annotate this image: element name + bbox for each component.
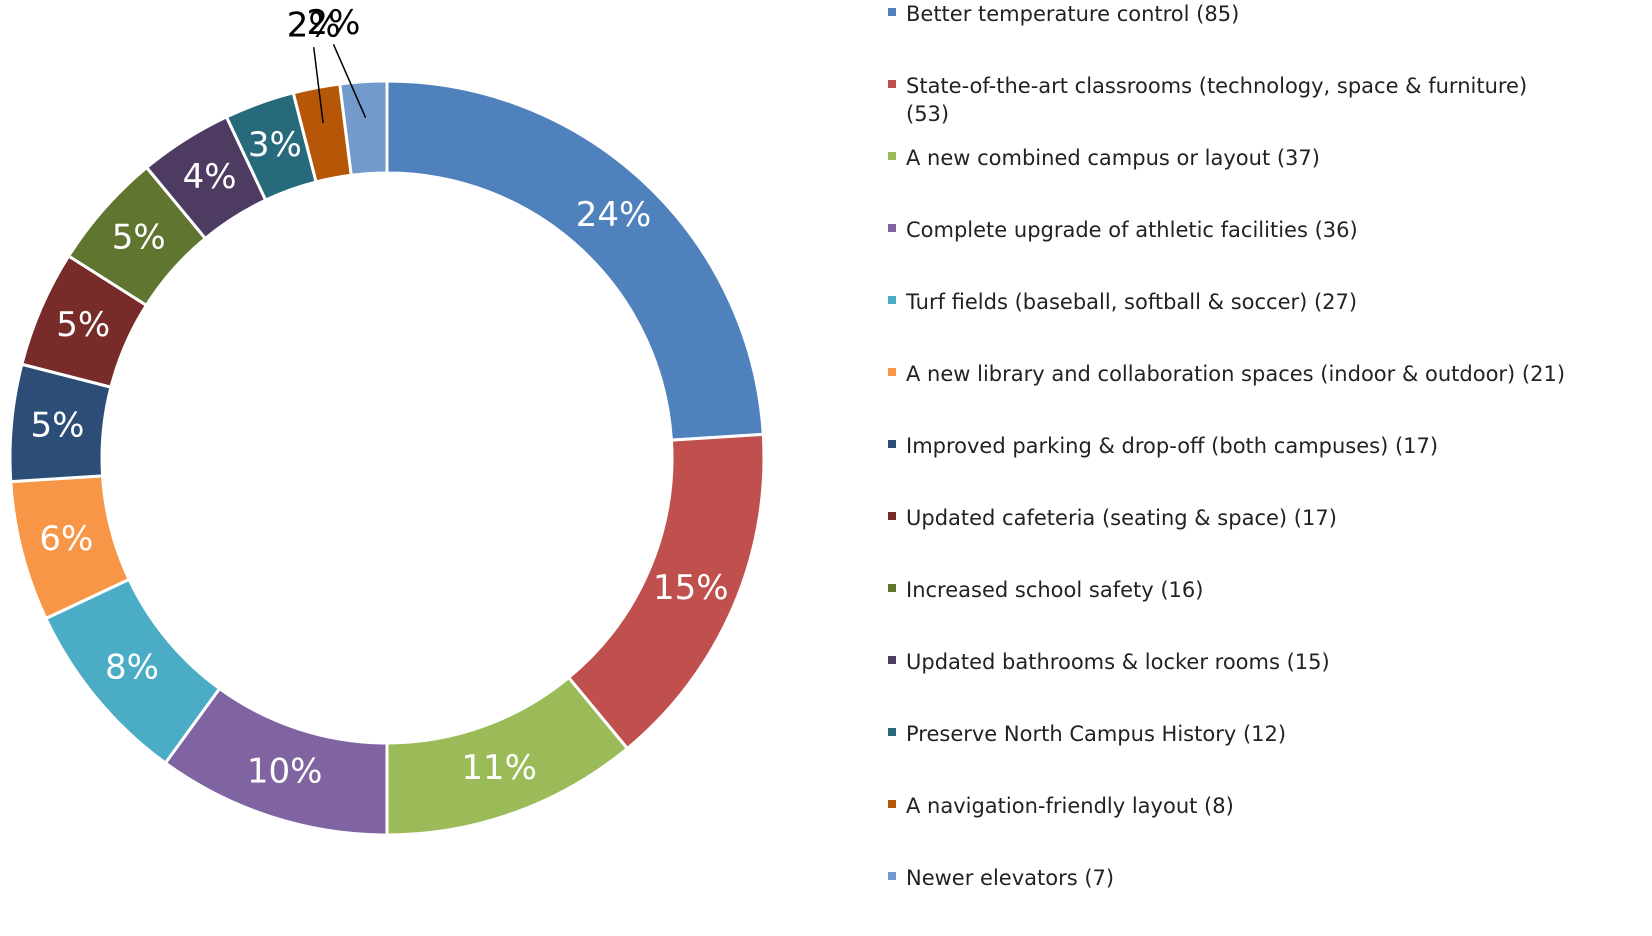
- legend: Better temperature control (85) State-of-…: [888, 0, 1568, 936]
- legend-item: Turf fields (baseball, softball & soccer…: [888, 288, 1568, 360]
- legend-label: State-of-the-art classrooms (technology,…: [906, 74, 1528, 126]
- legend-swatch: [888, 872, 896, 880]
- legend-label: A navigation-friendly layout (8): [906, 794, 1234, 818]
- legend-item: Improved parking & drop-off (both campus…: [888, 432, 1568, 504]
- slice-label: 24%: [576, 195, 652, 235]
- legend-label: Updated bathrooms & locker rooms (15): [906, 650, 1330, 674]
- legend-label: Newer elevators (7): [906, 866, 1115, 890]
- legend-swatch: [888, 152, 896, 160]
- leader-line: [332, 43, 367, 118]
- slice-label: 4%: [183, 157, 237, 197]
- legend-label: Increased school safety (16): [906, 578, 1204, 602]
- legend-item: A new combined campus or layout (37): [888, 144, 1568, 216]
- slice-label: 8%: [105, 647, 159, 687]
- donut-slice: [385, 79, 765, 442]
- legend-swatch: [888, 80, 896, 88]
- legend-swatch: [888, 656, 896, 664]
- legend-item: Updated cafeteria (seating & space) (17): [888, 504, 1568, 576]
- legend-label: Complete upgrade of athletic facilities …: [906, 218, 1358, 242]
- legend-item: A new library and collaboration spaces (…: [888, 360, 1568, 432]
- slice-label: 5%: [30, 405, 84, 445]
- slice-label: 5%: [112, 218, 166, 258]
- legend-swatch: [888, 440, 896, 448]
- legend-swatch: [888, 584, 896, 592]
- legend-item: Preserve North Campus History (12): [888, 720, 1568, 792]
- legend-swatch: [888, 296, 896, 304]
- legend-label: A new combined campus or layout (37): [906, 146, 1320, 170]
- legend-item: Updated bathrooms & locker rooms (15): [888, 648, 1568, 720]
- legend-swatch: [888, 800, 896, 808]
- slice-label: 5%: [56, 305, 110, 345]
- legend-label: Updated cafeteria (seating & space) (17): [906, 506, 1337, 530]
- leader-line: [312, 47, 324, 124]
- slice-label: 6%: [39, 519, 93, 559]
- legend-label: Better temperature control (85): [906, 2, 1240, 26]
- legend-item: Increased school safety (16): [888, 576, 1568, 648]
- donut-slice: [338, 79, 389, 177]
- legend-swatch: [888, 728, 896, 736]
- slice-label: 2%: [287, 6, 341, 46]
- slice-label: 2%: [306, 3, 360, 43]
- chart: 24% 15% 11% 10% 8% 6% 5% 5% 5% 4% 3% 2%2%: [8, 3, 766, 837]
- slice-label: 11%: [461, 748, 537, 788]
- legend-swatch: [888, 512, 896, 520]
- legend-item: Complete upgrade of athletic facilities …: [888, 216, 1568, 288]
- slice-label: 10%: [247, 751, 323, 791]
- legend-item: State-of-the-art classrooms (technology,…: [888, 72, 1568, 144]
- legend-label: Preserve North Campus History (12): [906, 722, 1287, 746]
- slice-label: 15%: [653, 568, 729, 608]
- slice-label: 3%: [248, 125, 302, 165]
- legend-swatch: [888, 8, 896, 16]
- legend-label: Improved parking & drop-off (both campus…: [906, 434, 1439, 458]
- legend-label: Turf fields (baseball, softball & soccer…: [906, 290, 1358, 314]
- legend-item: Newer elevators (7): [888, 864, 1568, 936]
- legend-label: A new library and collaboration spaces (…: [906, 362, 1566, 386]
- legend-item: A navigation-friendly layout (8): [888, 792, 1568, 864]
- legend-item: Better temperature control (85): [888, 0, 1568, 72]
- legend-swatch: [888, 368, 896, 376]
- legend-swatch: [888, 224, 896, 232]
